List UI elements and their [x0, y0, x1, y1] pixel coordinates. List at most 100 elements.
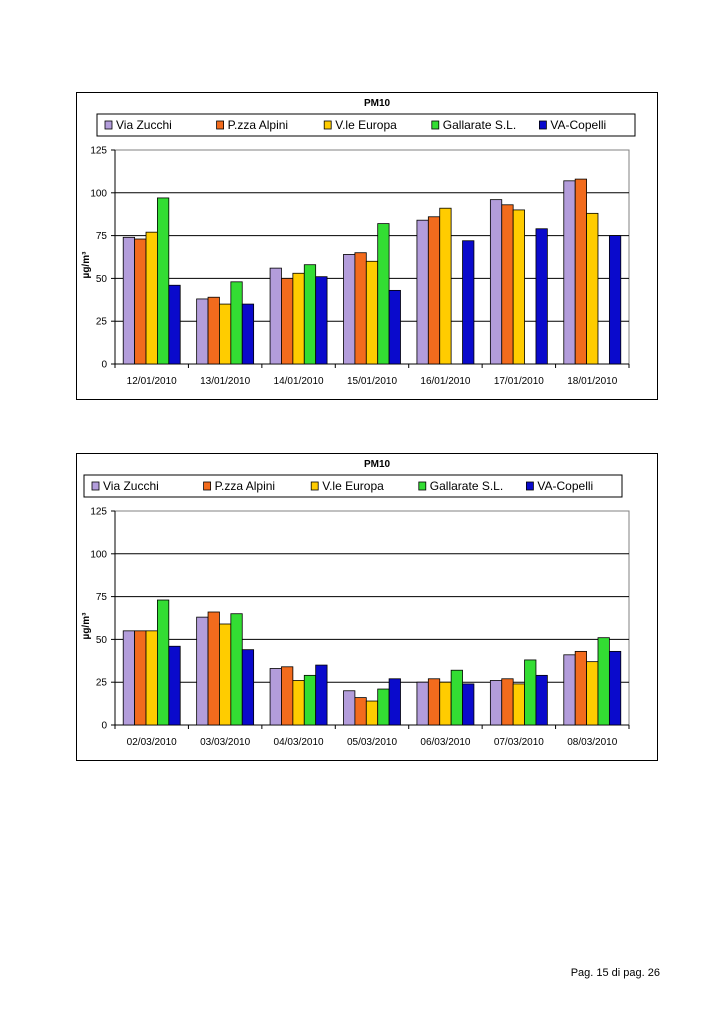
bar-va-copelli-3 [388, 678, 401, 726]
page-number-text: Pag. 15 di pag. 26 [570, 967, 660, 979]
bar-via-zucchi-6 [563, 654, 576, 726]
legend-swatch-va-copelli [538, 120, 547, 130]
bar-v-le-europa-6 [586, 661, 599, 726]
bar-via-zucchi-1 [196, 298, 209, 365]
bar-p-zza-alpini-5 [501, 204, 514, 365]
legend: Via Zucchi P.zza Alpini V.le Europa Gallara… [83, 474, 623, 498]
bar-p-zza-alpini-1 [207, 296, 220, 365]
bar-gallarate-s-l--3 [377, 223, 390, 365]
x-tick-label: 14/01/2010 [274, 376, 324, 387]
legend-box [96, 113, 636, 137]
bar-va-copelli-4 [462, 683, 475, 726]
bar-v-le-europa-1 [219, 623, 232, 726]
bar-v-le-europa-3 [365, 700, 379, 726]
legend-label: VA-Copelli [550, 118, 606, 132]
bar-v-le-europa-6 [586, 212, 599, 365]
bar-p-zza-alpini-4 [427, 678, 441, 726]
y-tick-label: 75 [96, 592, 108, 603]
bar-va-copelli-2 [315, 664, 328, 726]
bar-p-zza-alpini-0 [134, 238, 147, 365]
x-tick-label: 16/01/2010 [420, 376, 470, 387]
bar-va-copelli-4 [462, 240, 475, 365]
x-tick-label: 12/01/2010 [127, 376, 177, 387]
y-tick-label: 25 [96, 678, 108, 689]
x-tick-label: 02/03/2010 [127, 737, 177, 748]
bar-p-zza-alpini-6 [574, 178, 587, 365]
bar-gallarate-s-l--1 [230, 281, 243, 365]
legend-label: Via Zucchi [103, 479, 159, 493]
legend-swatch-p-zza-alpini [203, 481, 211, 491]
bar-gallarate-s-l--0 [157, 599, 170, 726]
bar-gallarate-s-l--5 [524, 659, 537, 726]
legend-swatch-via-zucchi [104, 120, 113, 130]
bar-gallarate-s-l--2 [303, 264, 317, 365]
y-tick-label: 125 [90, 507, 107, 518]
legend-label: VA-Copelli [537, 479, 593, 493]
chart-svg: PM10 Via Zucchi P.zza Alpini V.le Europa Gal… [81, 459, 630, 748]
y-tick-label: 50 [96, 274, 108, 285]
bar-v-le-europa-2 [292, 680, 305, 726]
bar-v-le-europa-1 [219, 303, 232, 365]
bar-via-zucchi-6 [563, 180, 576, 365]
bar-v-le-europa-5 [512, 209, 525, 365]
y-tick-label: 0 [101, 360, 107, 371]
bar-va-copelli-6 [608, 235, 622, 365]
bar-v-le-europa-4 [439, 207, 452, 365]
plot-area [114, 510, 630, 726]
bar-p-zza-alpini-3 [354, 697, 367, 726]
bar-p-zza-alpini-3 [354, 252, 367, 365]
bar-via-zucchi-2 [269, 267, 282, 365]
legend-label: P.zza Alpini [228, 118, 289, 132]
legend-swatch-v-le-europa [323, 120, 332, 130]
legend-box [83, 474, 623, 498]
bar-via-zucchi-1 [196, 616, 209, 726]
bar-va-copelli-0 [168, 645, 181, 726]
y-tick-label: 75 [96, 231, 108, 242]
bar-via-zucchi-3 [343, 690, 356, 726]
chart-title: PM10 [364, 98, 391, 109]
bar-gallarate-s-l--6 [597, 637, 610, 726]
y-tick-label: 0 [101, 721, 107, 732]
legend-label: Via Zucchi [116, 118, 172, 132]
bar-gallarate-s-l--0 [157, 197, 170, 365]
bar-via-zucchi-2 [269, 668, 282, 726]
bar-via-zucchi-3 [343, 254, 356, 365]
bar-p-zza-alpini-5 [501, 678, 514, 726]
bar-gallarate-s-l--4 [450, 669, 463, 726]
bar-gallarate-s-l--3 [377, 688, 390, 726]
bar-p-zza-alpini-1 [207, 611, 220, 726]
legend: Via Zucchi P.zza Alpini V.le Europa Gallara… [96, 113, 636, 137]
legend-label: V.le Europa [335, 118, 397, 132]
bar-p-zza-alpini-2 [281, 666, 294, 726]
legend-label: V.le Europa [322, 479, 384, 493]
x-tick-label: 03/03/2010 [200, 737, 250, 748]
y-tick-label: 100 [90, 549, 107, 560]
x-tick-label: 15/01/2010 [347, 376, 397, 387]
legend-swatch-v-le-europa [310, 481, 319, 491]
y-tick-label: 125 [90, 146, 107, 157]
legend-swatch-gallarate-s-l- [431, 120, 440, 130]
legend-label: Gallarate S.L. [443, 118, 516, 132]
x-tick-label: 08/03/2010 [567, 737, 617, 748]
bar-p-zza-alpini-4 [427, 216, 441, 365]
bar-via-zucchi-5 [489, 199, 503, 365]
bar-via-zucchi-0 [122, 236, 136, 365]
bar-via-zucchi-4 [416, 681, 429, 726]
bar-via-zucchi-4 [416, 219, 429, 365]
legend-label: Gallarate S.L. [430, 479, 503, 493]
bar-va-copelli-0 [168, 284, 181, 365]
x-tick-label: 04/03/2010 [274, 737, 324, 748]
y-axis-label: µg/m³ [81, 612, 92, 640]
bar-via-zucchi-5 [489, 680, 503, 726]
pm10-chart-march: PM10 Via Zucchi P.zza Alpini V.le Europa Gal… [76, 453, 658, 761]
bar-va-copelli-2 [315, 276, 328, 365]
x-tick-label: 07/03/2010 [494, 737, 544, 748]
bar-p-zza-alpini-6 [574, 650, 587, 726]
y-tick-label: 25 [96, 317, 108, 328]
bar-va-copelli-6 [608, 650, 622, 726]
y-tick-label: 100 [90, 188, 107, 199]
chart-svg: PM10 Via Zucchi P.zza Alpini V.le Europa Gal… [81, 98, 636, 387]
x-tick-label: 17/01/2010 [494, 376, 544, 387]
legend-swatch-p-zza-alpini [216, 120, 225, 130]
bar-v-le-europa-0 [145, 630, 158, 726]
